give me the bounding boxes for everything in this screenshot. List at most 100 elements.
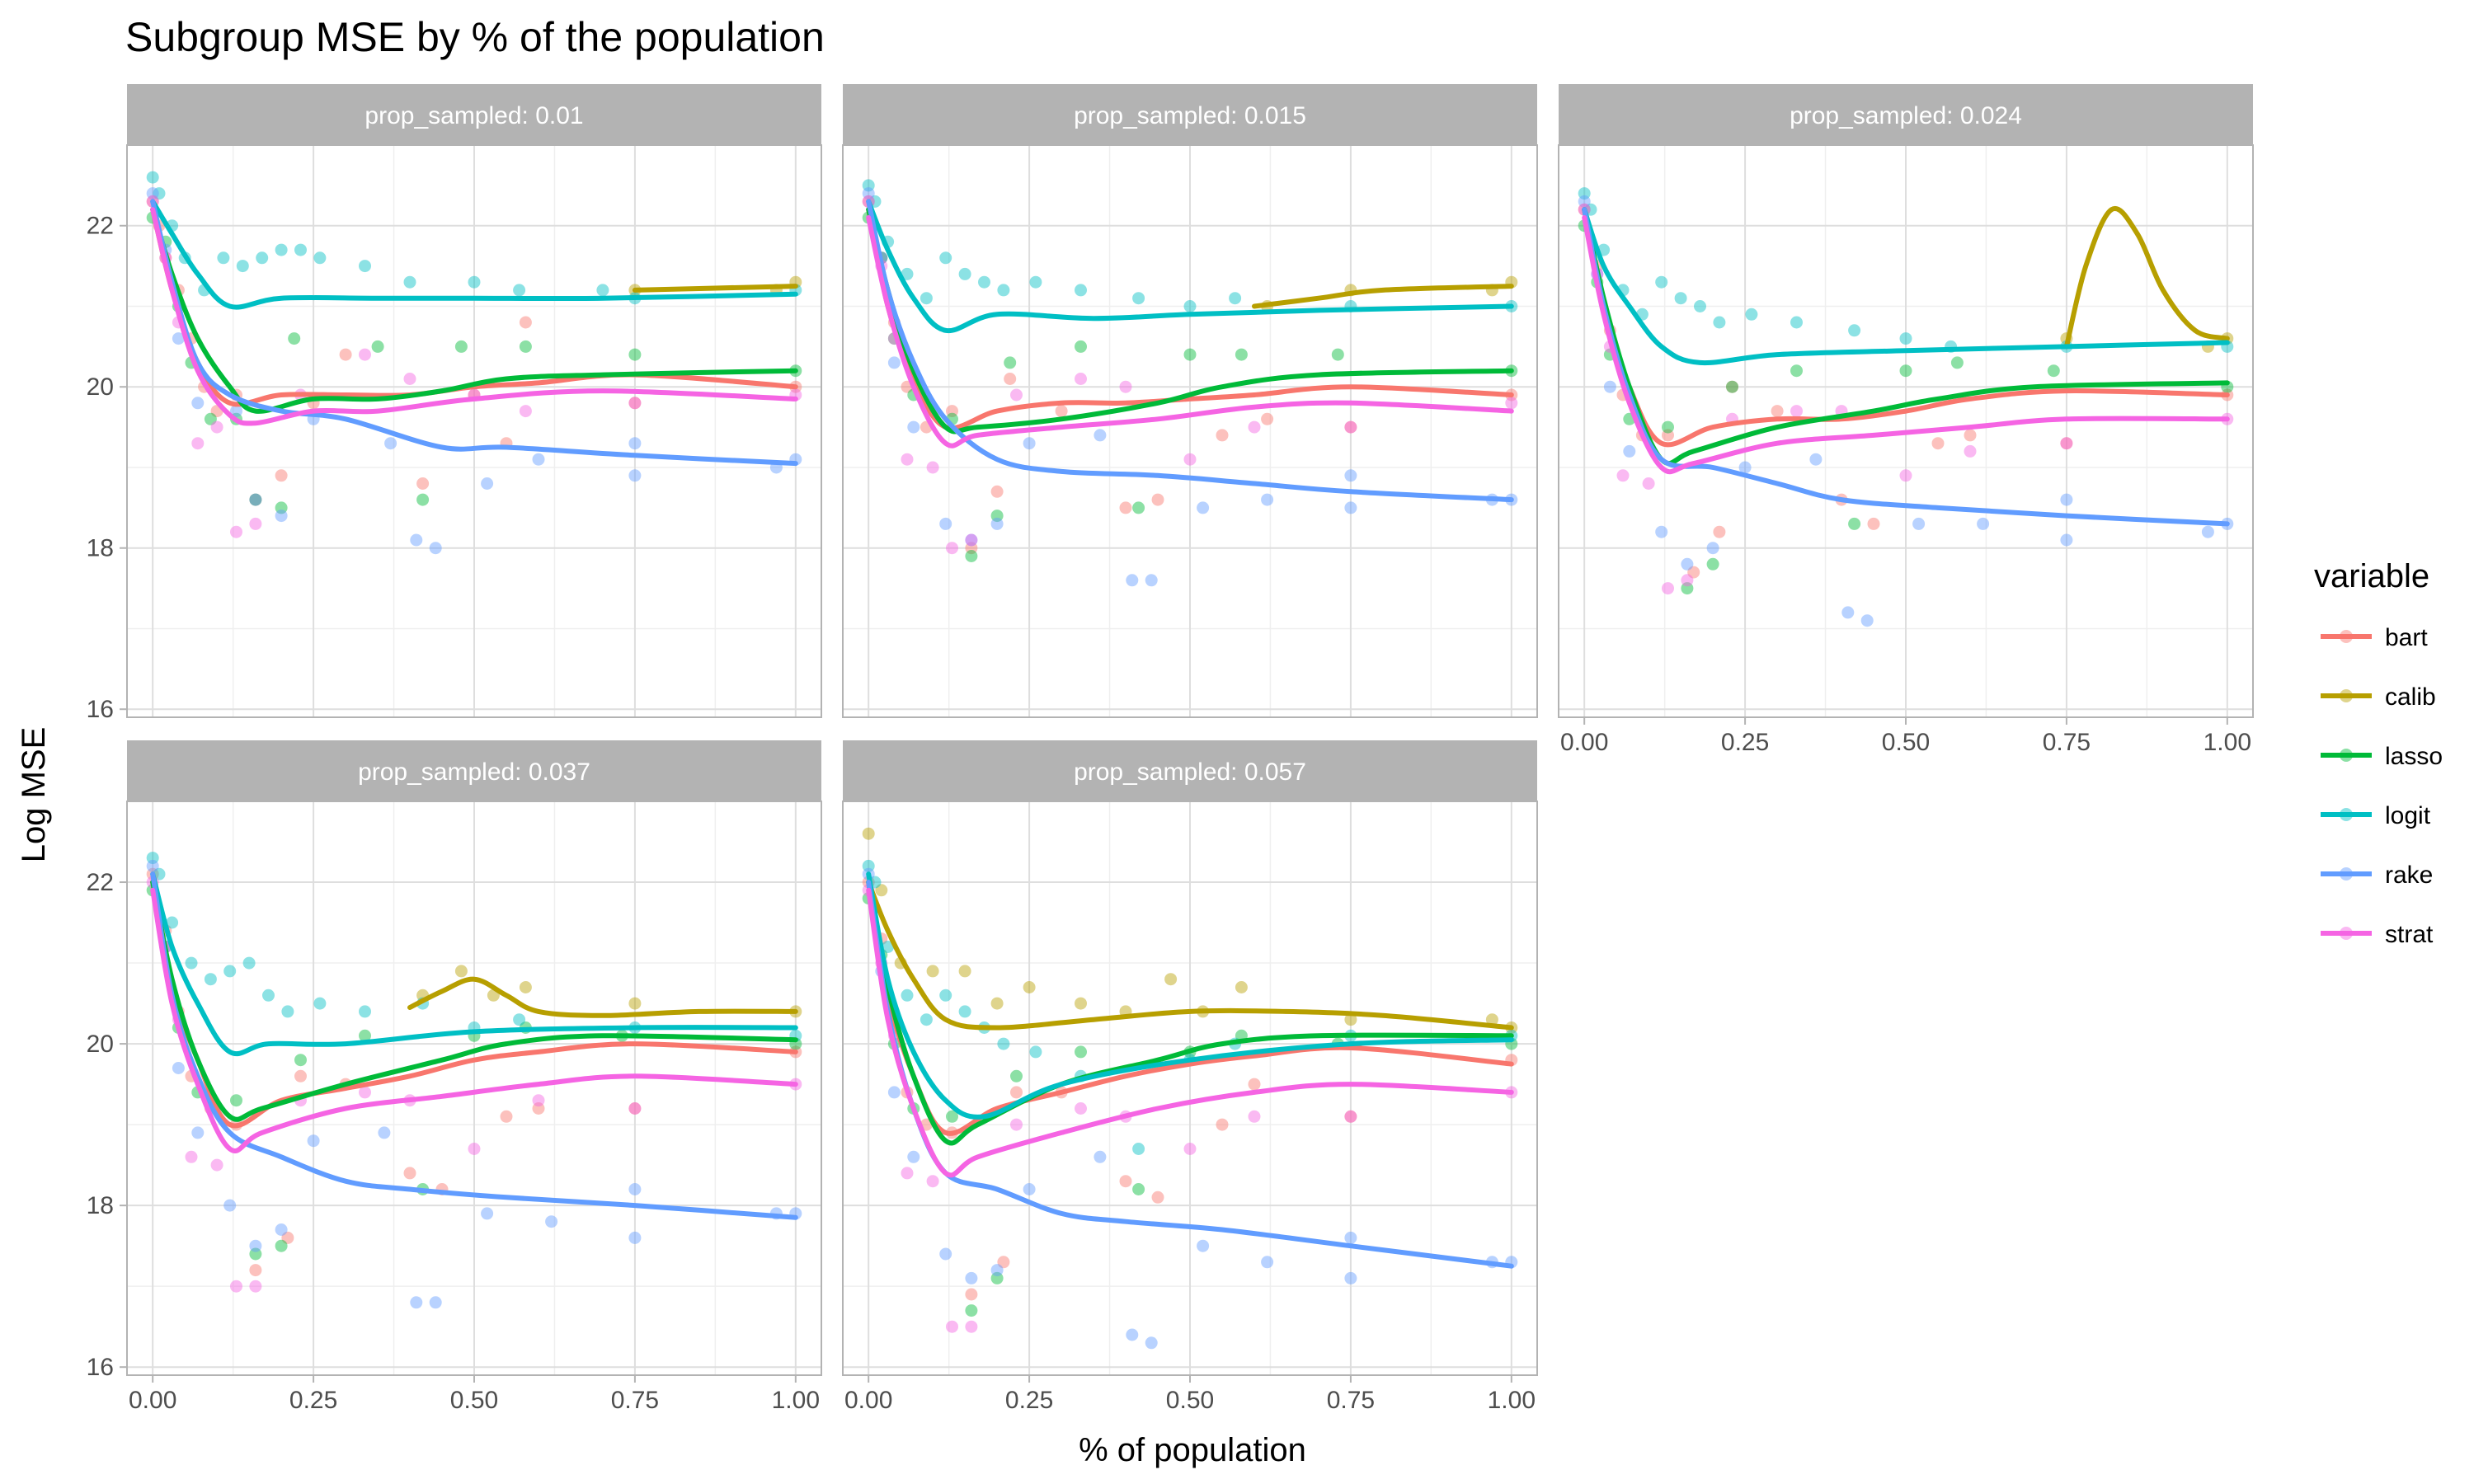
point-rake [1261,493,1274,506]
legend-label: bart [2385,624,2428,651]
panel-4: prop_sampled: 0.037 0.00 0.25 0.50 0.75 1.00 1… [87,740,822,1414]
point-bart [1726,380,1738,393]
strip-background [843,740,1537,801]
point-rake [481,477,494,490]
point-lasso [990,1271,1004,1284]
point-bart [1344,420,1357,434]
point-bart [628,1102,642,1115]
point-rake [275,510,288,523]
point-calib [1344,1013,1357,1026]
legend-label: strat [2385,921,2434,948]
point-strat [1248,1110,1261,1123]
point-rake [384,437,397,450]
point-strat [1899,469,1912,482]
point-rake [1145,1336,1158,1350]
point-rake [1126,574,1139,587]
point-rake [1623,444,1636,458]
point-calib [958,965,971,978]
point-strat [249,1280,262,1293]
point-bart [275,469,288,482]
point-bart [249,493,262,506]
point-rake [1344,1271,1357,1284]
point-lasso [965,550,978,562]
point-logit [1029,1045,1042,1059]
point-rake [2201,525,2214,538]
point-lasso [1899,364,1912,378]
legend-key-point [2340,927,2353,940]
point-logit [313,251,327,265]
point-bart [1151,1190,1164,1204]
panel-marks [862,827,1518,1350]
point-calib [628,997,642,1010]
point-calib [1164,973,1178,986]
point-logit [1132,292,1145,305]
point-strat [2060,437,2073,450]
point-rake [862,187,875,200]
point-calib [1485,1013,1498,1026]
point-logit [1655,275,1668,289]
point-rake [1738,461,1752,474]
point-rake [1706,542,1719,555]
legend-label: calib [2385,683,2436,711]
point-calib [926,965,939,978]
legend-label: rake [2385,862,2433,889]
point-logit [223,965,237,978]
point-strat [1075,373,1087,385]
point-strat [1183,453,1197,466]
point-logit [1578,187,1591,200]
point-logit [939,989,952,1002]
point-logit [468,275,481,289]
x-tick-label: 0.00 [129,1387,176,1414]
point-logit [882,941,895,953]
panel-marks [862,179,1518,587]
point-lasso [519,340,532,353]
legend-key-point [2340,749,2353,762]
point-lasso [230,1094,242,1107]
y-tick-label: 18 [87,535,114,562]
x-tick-label: 0.50 [1882,729,1930,756]
point-lasso [454,340,468,353]
point-logit [146,852,159,865]
point-rake [2060,493,2073,506]
point-strat [1790,405,1803,418]
point-lasso [965,1304,978,1317]
strip-background [843,84,1537,145]
point-lasso [1331,348,1344,361]
point-strat [519,405,532,418]
line-strat [150,887,798,1153]
point-strat [965,1320,978,1333]
x-tick-label: 1.00 [2204,729,2251,756]
x-tick-label: 0.50 [1166,1387,1214,1414]
line-calib [407,976,798,1018]
point-bart [1867,517,1880,530]
point-rake [481,1207,494,1220]
point-rake [1809,453,1823,466]
point-bart [1216,1118,1229,1131]
chart-title: Subgroup MSE by % of the population [125,14,825,60]
point-bart [965,1288,978,1301]
x-tick-label: 0.25 [1721,729,1769,756]
point-bart [532,1102,545,1115]
point-rake [887,356,901,369]
point-rake [249,1239,262,1252]
point-logit [204,973,217,986]
point-strat [1662,582,1674,595]
panel-marks [1578,187,2234,627]
point-strat [946,542,958,555]
point-strat [1248,420,1261,434]
strip-label: prop_sampled: 0.057 [1074,758,1306,786]
point-rake [172,332,185,345]
point-logit [1229,292,1242,305]
point-rake [1344,501,1357,514]
point-bart [1055,405,1068,418]
point-strat [1183,1143,1197,1155]
point-logit [185,956,198,970]
point-logit [862,179,875,192]
point-rake [2060,533,2073,547]
point-logit [997,1037,1010,1050]
point-logit [1848,324,1861,337]
point-bart [1964,429,1977,442]
point-calib [1075,997,1087,1010]
point-bart [1261,412,1274,425]
point-lasso [1950,356,1964,369]
